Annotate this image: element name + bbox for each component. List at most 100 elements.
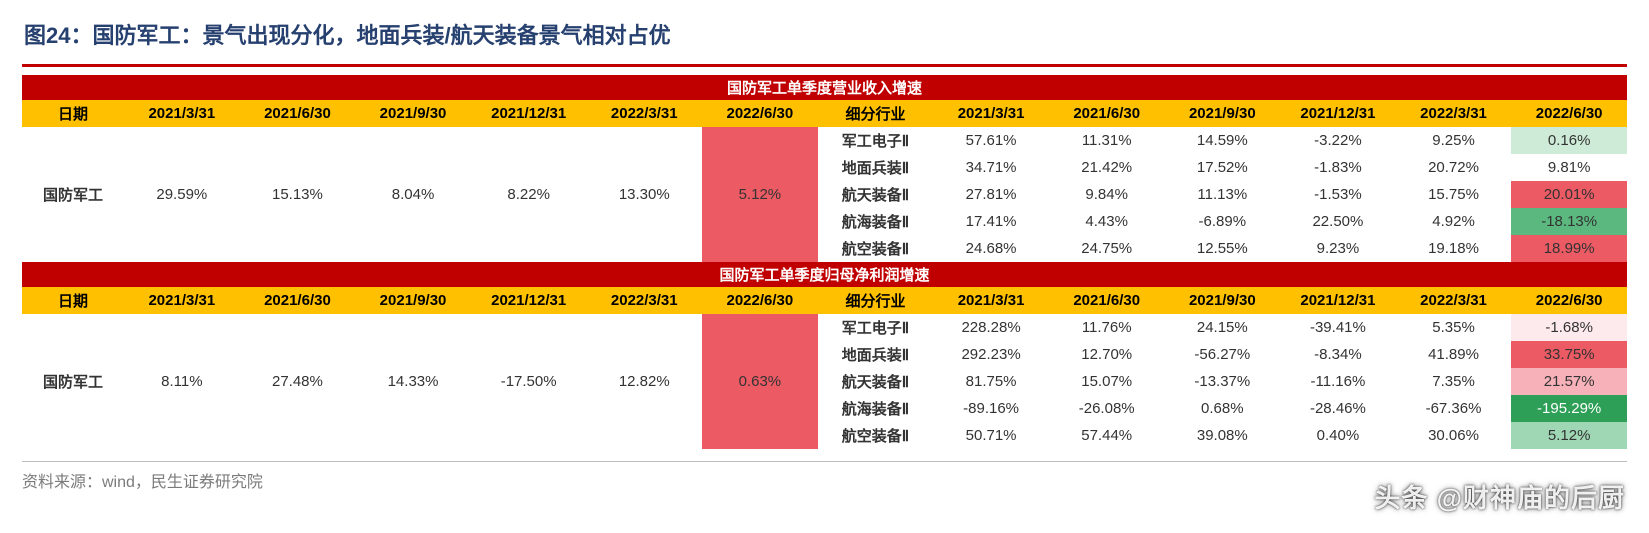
sub-industry-value: 34.71% bbox=[933, 154, 1049, 181]
header-date: 2021/3/31 bbox=[933, 100, 1049, 127]
header-date: 2021/9/30 bbox=[355, 287, 471, 314]
main-sector-value: 0.63% bbox=[702, 314, 818, 449]
main-sector-value: 15.13% bbox=[240, 127, 356, 262]
sub-industry-label: 航空装备Ⅱ bbox=[818, 235, 934, 262]
sub-industry-value: 11.31% bbox=[1049, 127, 1165, 154]
sub-industry-value: -1.83% bbox=[1280, 154, 1396, 181]
header-date: 2022/3/31 bbox=[1396, 100, 1512, 127]
sub-industry-label: 军工电子Ⅱ bbox=[818, 127, 934, 154]
sub-industry-value: -1.53% bbox=[1280, 181, 1396, 208]
sub-industry-label: 航空装备Ⅱ bbox=[818, 422, 934, 449]
sub-industry-value: 22.50% bbox=[1280, 208, 1396, 235]
main-sector-value: 14.33% bbox=[355, 314, 471, 449]
main-sector-value: 12.82% bbox=[586, 314, 702, 449]
section-band: 国防军工单季度归母净利润增速 bbox=[22, 262, 1627, 287]
sub-industry-label: 航海装备Ⅱ bbox=[818, 208, 934, 235]
sub-industry-value: 24.75% bbox=[1049, 235, 1165, 262]
main-sector-value: -17.50% bbox=[471, 314, 587, 449]
sub-industry-value: -3.22% bbox=[1280, 127, 1396, 154]
figure-title: 图24：国防军工：景气出现分化，地面兵装/航天装备景气相对占优 bbox=[24, 18, 1627, 50]
header-subindustry-label: 细分行业 bbox=[818, 287, 934, 314]
sub-industry-value: 24.68% bbox=[933, 235, 1049, 262]
sub-industry-value: 41.89% bbox=[1396, 341, 1512, 368]
header-date: 2021/9/30 bbox=[1165, 287, 1281, 314]
header-date: 2021/3/31 bbox=[933, 287, 1049, 314]
sub-industry-value: 33.75% bbox=[1511, 341, 1627, 368]
table-row: 国防军工8.11%27.48%14.33%-17.50%12.82%0.63%军… bbox=[22, 314, 1627, 341]
sub-industry-value: -26.08% bbox=[1049, 395, 1165, 422]
sub-industry-value: 20.01% bbox=[1511, 181, 1627, 208]
sub-industry-value: -6.89% bbox=[1165, 208, 1281, 235]
header-date: 2022/3/31 bbox=[586, 100, 702, 127]
sub-industry-value: 17.41% bbox=[933, 208, 1049, 235]
sub-industry-value: 30.06% bbox=[1396, 422, 1512, 449]
header-date: 2021/12/31 bbox=[1280, 287, 1396, 314]
main-sector-label: 国防军工 bbox=[22, 127, 124, 262]
header-date: 2021/6/30 bbox=[240, 287, 356, 314]
sub-industry-value: -67.36% bbox=[1396, 395, 1512, 422]
sub-industry-label: 航海装备Ⅱ bbox=[818, 395, 934, 422]
sub-industry-value: -1.68% bbox=[1511, 314, 1627, 341]
sub-industry-value: 20.72% bbox=[1396, 154, 1512, 181]
sub-industry-value: -195.29% bbox=[1511, 395, 1627, 422]
header-date: 2022/6/30 bbox=[702, 287, 818, 314]
sub-industry-value: 50.71% bbox=[933, 422, 1049, 449]
header-date: 2022/6/30 bbox=[1511, 287, 1627, 314]
sub-industry-value: 57.61% bbox=[933, 127, 1049, 154]
sub-industry-value: 0.68% bbox=[1165, 395, 1281, 422]
header-date: 2022/6/30 bbox=[1511, 100, 1627, 127]
sub-industry-value: 0.16% bbox=[1511, 127, 1627, 154]
sub-industry-label: 地面兵装Ⅱ bbox=[818, 341, 934, 368]
header-date: 2021/6/30 bbox=[240, 100, 356, 127]
header-date: 2021/3/31 bbox=[124, 100, 240, 127]
section-band: 国防军工单季度营业收入增速 bbox=[22, 75, 1627, 100]
main-sector-value: 29.59% bbox=[124, 127, 240, 262]
header-date: 2021/12/31 bbox=[471, 100, 587, 127]
header-date-label: 日期 bbox=[22, 287, 124, 314]
sub-industry-value: 4.43% bbox=[1049, 208, 1165, 235]
sub-industry-value: 18.99% bbox=[1511, 235, 1627, 262]
sub-industry-value: -39.41% bbox=[1280, 314, 1396, 341]
sub-industry-value: 57.44% bbox=[1049, 422, 1165, 449]
header-date: 2022/6/30 bbox=[702, 100, 818, 127]
sub-industry-value: -89.16% bbox=[933, 395, 1049, 422]
sub-industry-value: 5.35% bbox=[1396, 314, 1512, 341]
sub-industry-value: 21.57% bbox=[1511, 368, 1627, 395]
sub-industry-value: 0.40% bbox=[1280, 422, 1396, 449]
header-subindustry-label: 细分行业 bbox=[818, 100, 934, 127]
sub-industry-value: 15.75% bbox=[1396, 181, 1512, 208]
title-underline bbox=[22, 64, 1627, 67]
sub-industry-value: 14.59% bbox=[1165, 127, 1281, 154]
sub-industry-value: 12.70% bbox=[1049, 341, 1165, 368]
sub-industry-label: 航天装备Ⅱ bbox=[818, 368, 934, 395]
header-date: 2021/6/30 bbox=[1049, 100, 1165, 127]
sub-industry-value: -18.13% bbox=[1511, 208, 1627, 235]
sub-industry-value: 19.18% bbox=[1396, 235, 1512, 262]
sub-industry-value: -56.27% bbox=[1165, 341, 1281, 368]
sub-industry-value: 228.28% bbox=[933, 314, 1049, 341]
main-sector-label: 国防军工 bbox=[22, 314, 124, 449]
header-date: 2022/3/31 bbox=[586, 287, 702, 314]
source-note: 资料来源：wind，民生证券研究院 bbox=[22, 461, 1627, 492]
main-sector-value: 5.12% bbox=[702, 127, 818, 262]
sub-industry-value: 7.35% bbox=[1396, 368, 1512, 395]
sub-industry-value: 27.81% bbox=[933, 181, 1049, 208]
sub-industry-value: 9.25% bbox=[1396, 127, 1512, 154]
sub-industry-value: 11.76% bbox=[1049, 314, 1165, 341]
sub-industry-label: 航天装备Ⅱ bbox=[818, 181, 934, 208]
main-sector-value: 27.48% bbox=[240, 314, 356, 449]
header-date: 2021/12/31 bbox=[471, 287, 587, 314]
sub-industry-value: 5.12% bbox=[1511, 422, 1627, 449]
header-date: 2021/6/30 bbox=[1049, 287, 1165, 314]
main-sector-value: 13.30% bbox=[586, 127, 702, 262]
sub-industry-value: 15.07% bbox=[1049, 368, 1165, 395]
main-sector-value: 8.22% bbox=[471, 127, 587, 262]
sub-industry-value: 21.42% bbox=[1049, 154, 1165, 181]
sub-industry-value: 81.75% bbox=[933, 368, 1049, 395]
header-date-label: 日期 bbox=[22, 100, 124, 127]
header-date: 2022/3/31 bbox=[1396, 287, 1512, 314]
sub-industry-label: 军工电子Ⅱ bbox=[818, 314, 934, 341]
sub-industry-value: 12.55% bbox=[1165, 235, 1281, 262]
data-table: 国防军工单季度营业收入增速日期2021/3/312021/6/302021/9/… bbox=[22, 75, 1627, 449]
sub-industry-value: 11.13% bbox=[1165, 181, 1281, 208]
